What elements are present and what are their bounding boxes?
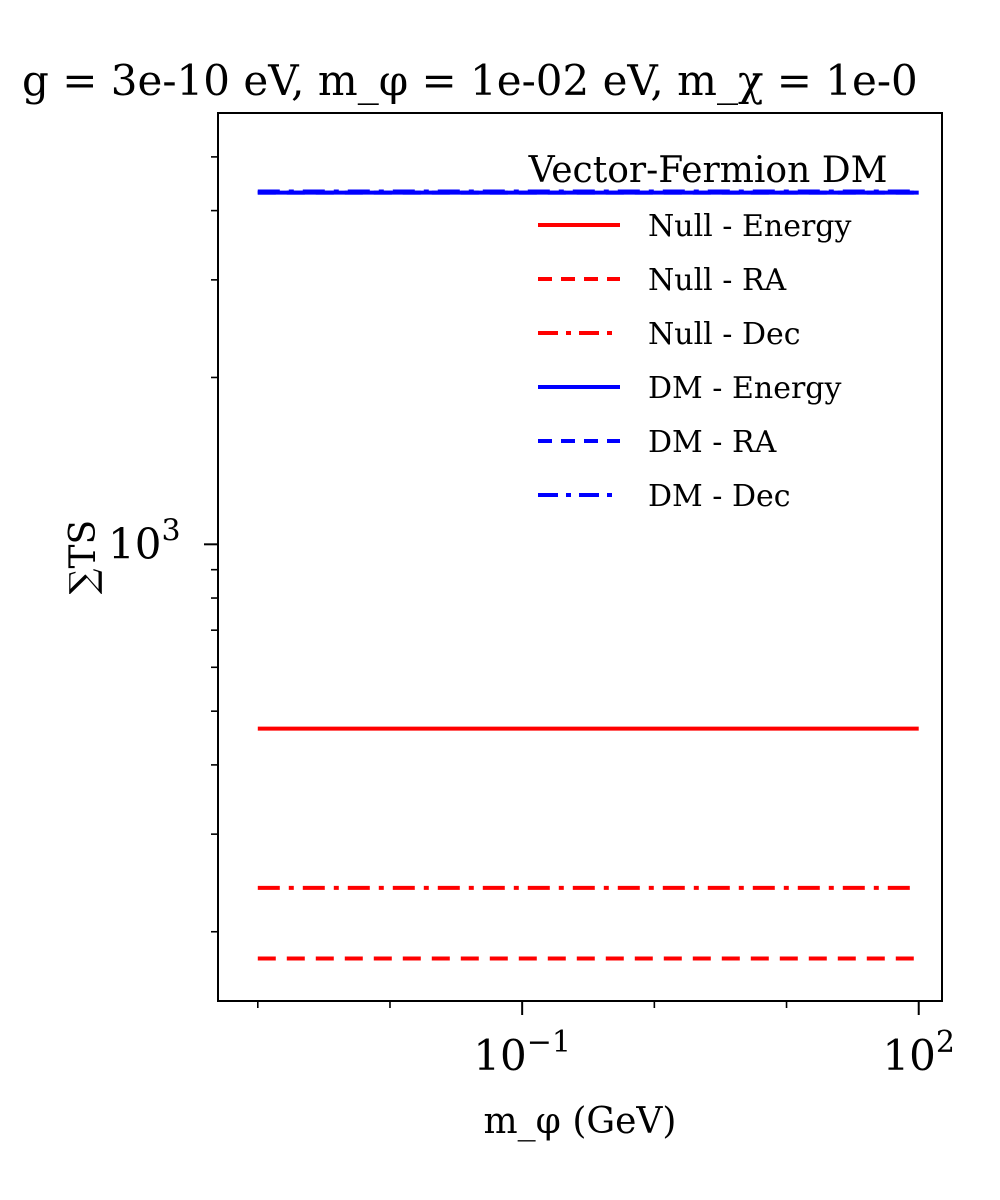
legend-label-2: Null - Dec — [648, 317, 801, 352]
tick-layer: 10−1 102 103 — [108, 156, 955, 1080]
plot-frame — [217, 112, 943, 1002]
x-tick-label-0: 10−1 — [473, 1025, 571, 1080]
legend-label-4: DM - RA — [648, 425, 777, 460]
legend-label-1: Null - RA — [648, 263, 787, 298]
x-tick-label-1: 102 — [882, 1025, 955, 1080]
chart-title: g = 3e-10 eV, m_φ = 1e-02 eV, m_χ = 1e-0 — [22, 56, 918, 105]
legend-title: Vector-Fermion DM — [528, 150, 888, 191]
y-tick-label-0: 103 — [108, 513, 181, 568]
legend-label-3: DM - Energy — [648, 371, 841, 406]
legend-label-5: DM - Dec — [648, 479, 791, 514]
x-axis-label: m_φ (GeV) — [484, 1101, 677, 1142]
legend-label-0: Null - Energy — [648, 209, 851, 244]
series-layer — [257, 189, 919, 961]
legend: Vector-Fermion DM Null - Energy Null - RA… — [528, 150, 888, 514]
y-axis-label: ∑TS — [63, 520, 104, 594]
